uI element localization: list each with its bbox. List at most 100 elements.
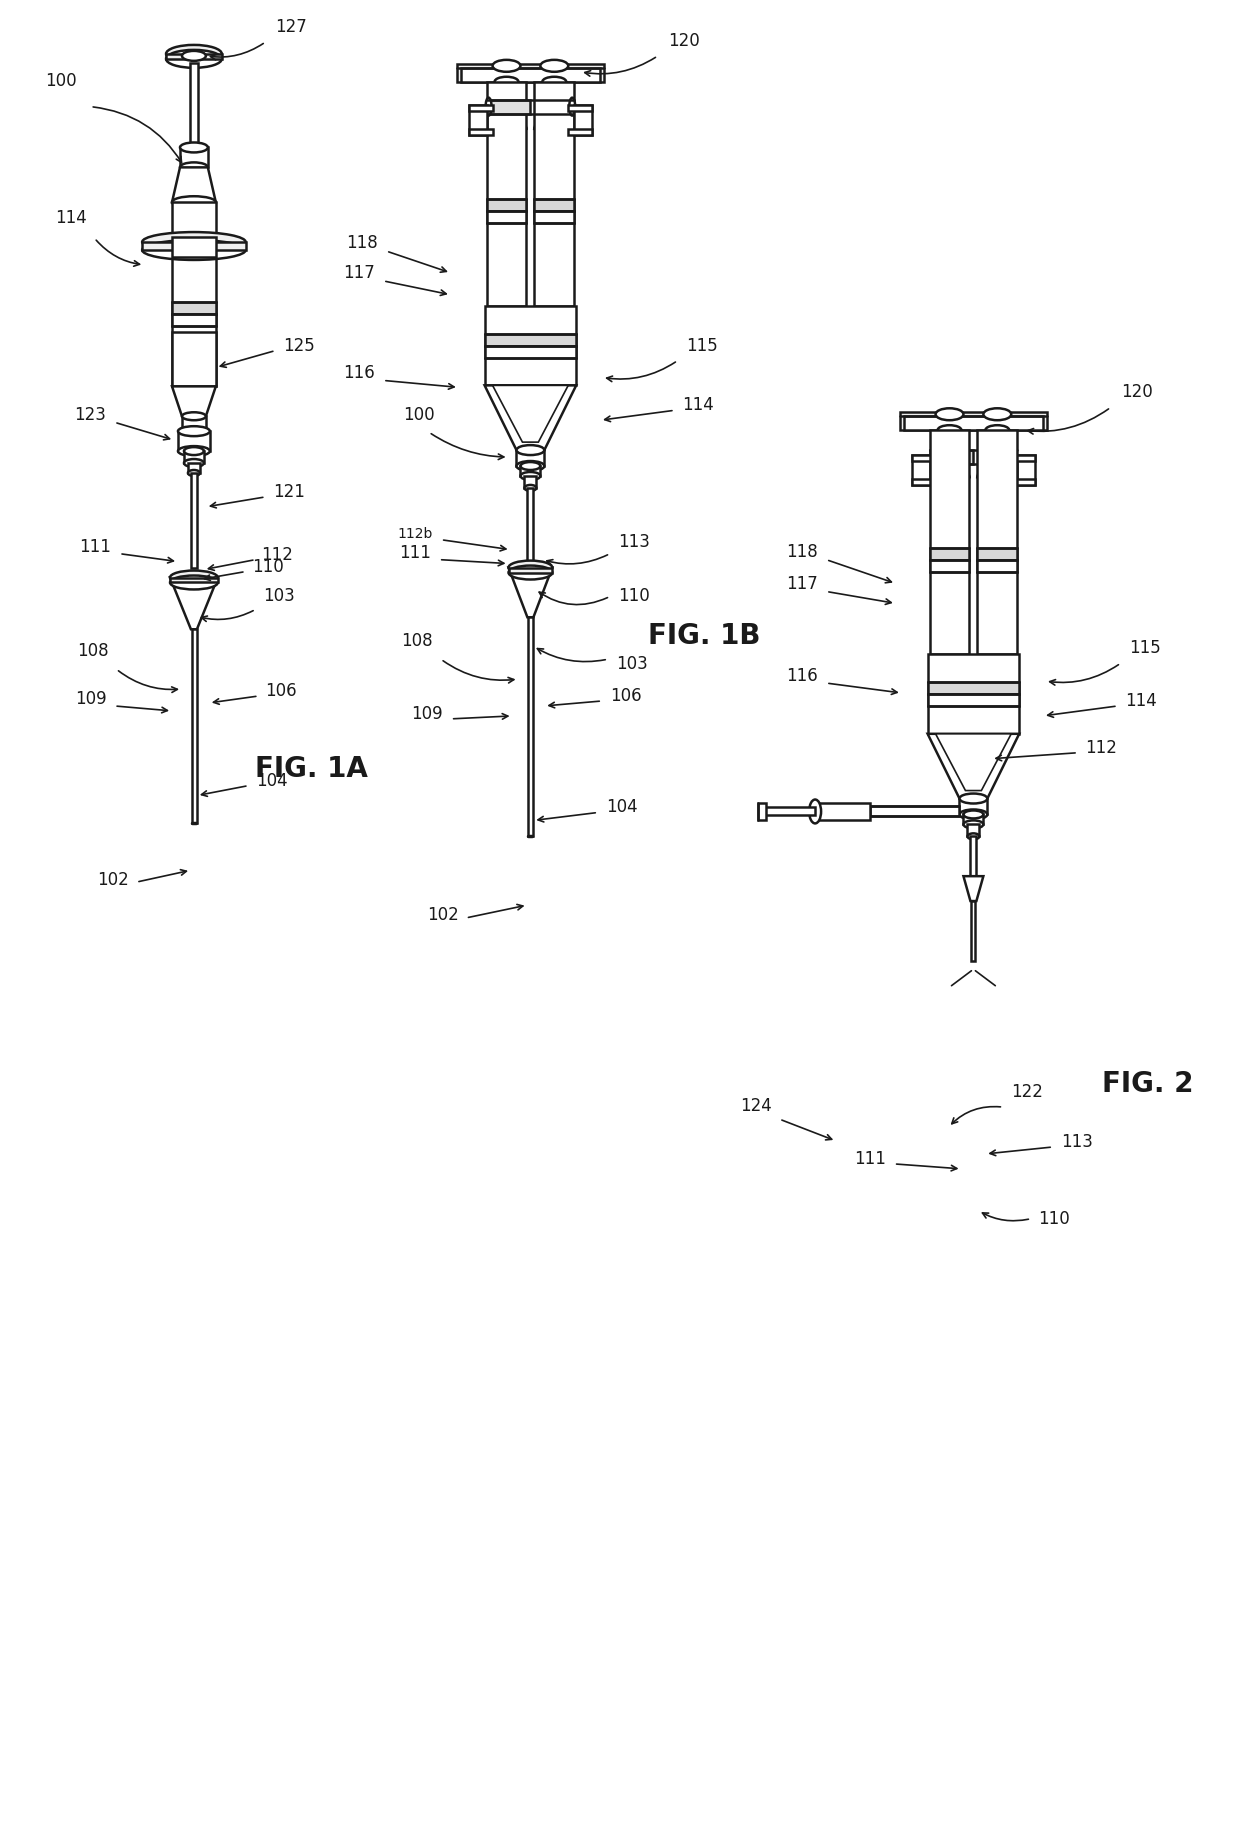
Ellipse shape [182, 428, 206, 435]
Bar [534, 210, 574, 223]
Text: 106: 106 [610, 688, 641, 704]
Text: 112: 112 [262, 545, 294, 563]
Ellipse shape [986, 437, 1009, 446]
Bar [1012, 479, 1035, 485]
Ellipse shape [930, 472, 970, 483]
Text: 116: 116 [343, 364, 376, 382]
Ellipse shape [967, 834, 980, 840]
Bar [486, 99, 531, 113]
Ellipse shape [492, 60, 521, 71]
Ellipse shape [182, 412, 206, 421]
Text: 113: 113 [1061, 1132, 1092, 1150]
Polygon shape [172, 386, 216, 417]
Bar [930, 547, 970, 560]
Ellipse shape [534, 123, 574, 135]
Bar [568, 104, 593, 110]
Ellipse shape [184, 446, 203, 455]
Bar [188, 463, 200, 474]
Polygon shape [977, 443, 1017, 477]
Ellipse shape [977, 472, 1017, 483]
Bar [172, 238, 216, 256]
Ellipse shape [963, 821, 983, 829]
Ellipse shape [541, 60, 568, 71]
Text: FIG. 2: FIG. 2 [1102, 1070, 1193, 1097]
Text: 118: 118 [346, 234, 378, 252]
Text: 110: 110 [618, 587, 650, 605]
Bar [495, 82, 518, 93]
Bar [485, 333, 577, 346]
Bar [904, 417, 1043, 430]
Bar [521, 466, 541, 476]
Text: 115: 115 [1128, 638, 1161, 657]
Bar [815, 803, 870, 821]
Bar [963, 814, 983, 825]
Polygon shape [486, 93, 527, 128]
Text: 120: 120 [1121, 384, 1152, 401]
Bar [170, 578, 218, 582]
Bar [971, 902, 976, 960]
Text: 102: 102 [98, 871, 129, 889]
Bar [928, 693, 1019, 706]
Ellipse shape [180, 143, 208, 152]
Bar [456, 64, 604, 82]
Bar [911, 455, 935, 461]
Bar [485, 346, 577, 357]
Bar [179, 432, 210, 452]
Bar [977, 430, 1017, 655]
Ellipse shape [521, 472, 541, 479]
Bar [469, 104, 486, 135]
Text: 104: 104 [255, 772, 288, 790]
Text: 125: 125 [284, 337, 315, 355]
Text: 118: 118 [786, 543, 818, 562]
Text: 117: 117 [786, 576, 818, 593]
Ellipse shape [486, 97, 491, 115]
Ellipse shape [525, 485, 537, 490]
Polygon shape [930, 443, 970, 477]
Ellipse shape [184, 459, 203, 466]
Bar [930, 450, 973, 465]
Bar [930, 430, 970, 655]
Bar [486, 199, 527, 210]
Bar [486, 210, 527, 223]
Bar [759, 803, 766, 821]
Polygon shape [508, 567, 552, 618]
Ellipse shape [143, 232, 246, 252]
Text: 109: 109 [412, 704, 443, 722]
Bar [971, 836, 976, 876]
Text: 110: 110 [1038, 1209, 1070, 1227]
Bar [930, 560, 970, 571]
Ellipse shape [963, 810, 983, 818]
Bar [977, 547, 1017, 560]
Bar [574, 104, 593, 135]
Text: 121: 121 [274, 483, 305, 501]
Bar [528, 618, 533, 836]
Text: 108: 108 [77, 642, 108, 660]
Polygon shape [534, 93, 574, 128]
Bar [928, 655, 1019, 733]
Ellipse shape [170, 576, 218, 589]
Text: 100: 100 [403, 406, 435, 424]
Text: 100: 100 [45, 71, 77, 90]
Bar [486, 82, 527, 305]
Bar [172, 331, 216, 386]
Ellipse shape [508, 565, 552, 580]
Bar [184, 452, 203, 463]
Text: 115: 115 [686, 337, 718, 355]
Text: 120: 120 [668, 31, 699, 49]
Ellipse shape [166, 46, 222, 62]
Text: 102: 102 [427, 905, 459, 924]
Bar [534, 199, 574, 210]
Polygon shape [935, 733, 1012, 790]
Bar [900, 412, 1047, 430]
Ellipse shape [180, 163, 208, 172]
Bar [967, 825, 980, 836]
Bar [517, 450, 544, 466]
Bar [469, 128, 492, 135]
Bar [986, 430, 1009, 443]
Ellipse shape [508, 562, 552, 574]
Ellipse shape [517, 461, 544, 472]
Ellipse shape [986, 424, 1009, 435]
Bar [928, 682, 1019, 693]
Bar [461, 68, 600, 82]
Ellipse shape [172, 196, 216, 209]
